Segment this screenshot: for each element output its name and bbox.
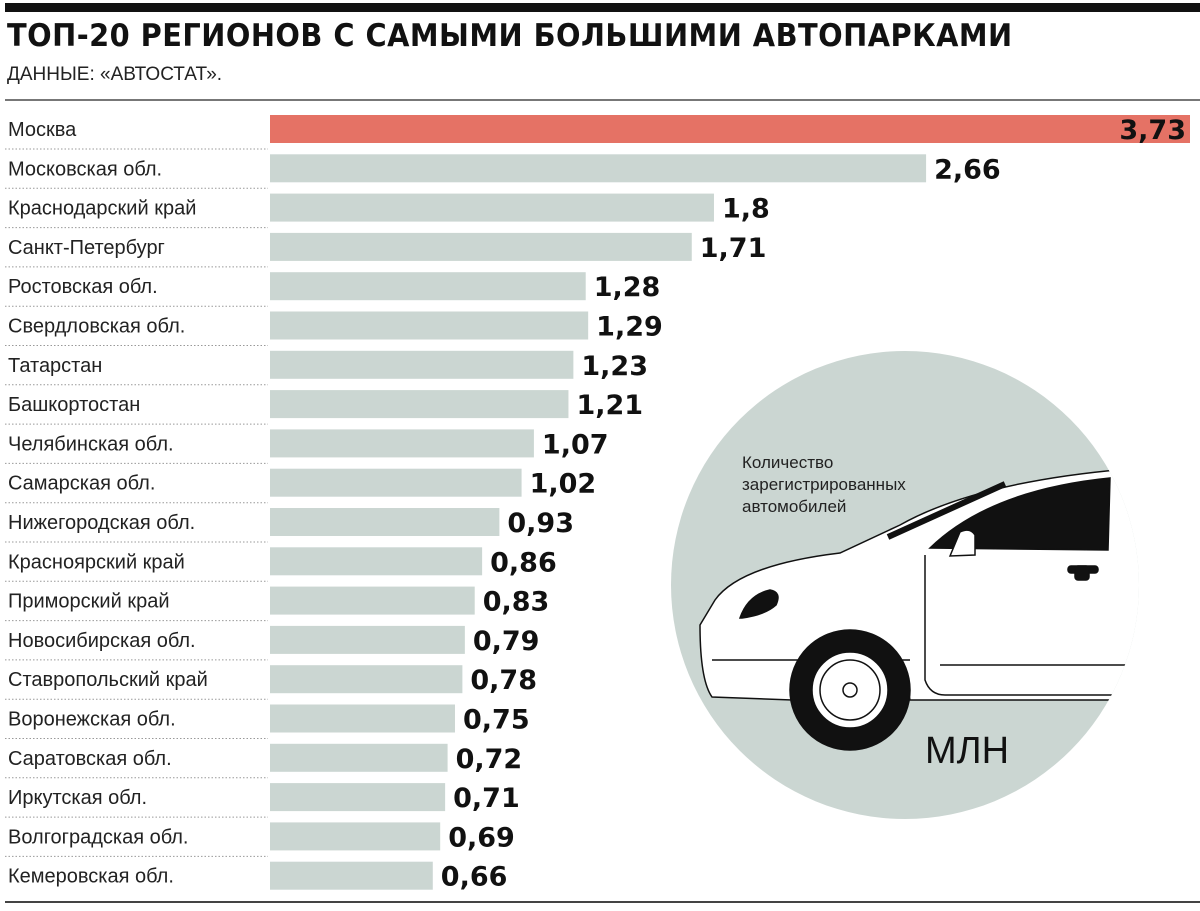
value-label: 3,73 [1119,115,1186,146]
value-label: 1,21 [576,390,643,421]
category-label: Московская обл. [8,158,162,180]
bar [270,586,475,615]
value-label: 0,71 [453,783,520,814]
bar [270,154,927,183]
bar [270,665,463,694]
value-label: 0,83 [483,587,550,618]
category-label: Воронежская обл. [8,709,176,731]
value-label: 0,78 [470,665,537,696]
value-label: 1,28 [594,272,661,303]
chart-subtitle: ДАННЫЕ: «АВТОСТАТ». [7,64,223,85]
category-label: Приморский край [8,591,169,613]
car-icon [699,467,1139,751]
category-label: Ростовская обл. [8,276,158,298]
category-label: Волгоградская обл. [8,826,189,848]
bar [270,783,446,812]
category-label: Татарстан [8,355,102,377]
value-label: 1,23 [581,351,648,382]
bar [270,193,714,222]
bar [270,232,692,261]
bar [270,704,455,733]
bar [270,272,586,301]
value-label: 0,86 [490,547,557,578]
category-label: Нижегородская обл. [8,512,195,534]
bar [270,743,448,772]
bar [270,390,569,419]
category-label: Башкортостан [8,394,140,416]
category-label: Санкт-Петербург [8,237,165,259]
bar [270,468,522,497]
category-label: Ставропольский край [8,669,208,691]
category-label: Красноярский край [8,551,185,573]
value-label: 1,02 [530,469,597,500]
category-label: Новосибирская обл. [8,630,196,652]
value-label: 1,8 [722,194,770,225]
category-label: Краснодарский край [8,198,196,220]
bar [270,822,441,851]
car-illustration: Количество зарегистрированных автомобиле… [671,351,1139,819]
category-label: Саратовская обл. [8,748,172,770]
category-label: Москва [8,119,77,141]
bottom-rule [5,901,1200,903]
category-label: Свердловская обл. [8,316,185,338]
category-label: Кемеровская обл. [8,866,174,888]
category-label: Челябинская обл. [8,433,174,455]
top-rule [5,3,1200,12]
value-label: 1,29 [596,312,663,343]
chart-title: ТОП-20 РЕГИОНОВ С САМЫМИ БОЛЬШИМИ АВТОПА… [7,18,1013,54]
category-label: Иркутская обл. [8,787,147,809]
value-label: 0,69 [448,822,515,853]
header-rule [5,99,1200,101]
value-label: 0,66 [441,862,508,893]
annotation-line-2: зарегистрированных [742,475,906,494]
value-label: 1,07 [542,429,609,460]
bar [270,350,574,379]
bar [270,311,589,340]
bar [270,625,465,654]
value-label: 1,71 [700,233,767,264]
bar [270,508,500,536]
bar [270,115,1190,143]
annotation-line-3: автомобилей [742,497,846,516]
value-label: 0,75 [463,705,530,736]
value-label: 0,79 [473,626,540,657]
bar [270,547,483,576]
annotation-line-1: Количество [742,453,833,472]
category-label: Самарская обл. [8,473,155,495]
value-label: 0,72 [456,744,523,775]
value-label: 2,66 [934,154,1001,185]
value-label: 0,93 [507,508,574,539]
bar [270,861,433,890]
unit-label: МЛН [925,730,1009,772]
bar [270,429,534,458]
